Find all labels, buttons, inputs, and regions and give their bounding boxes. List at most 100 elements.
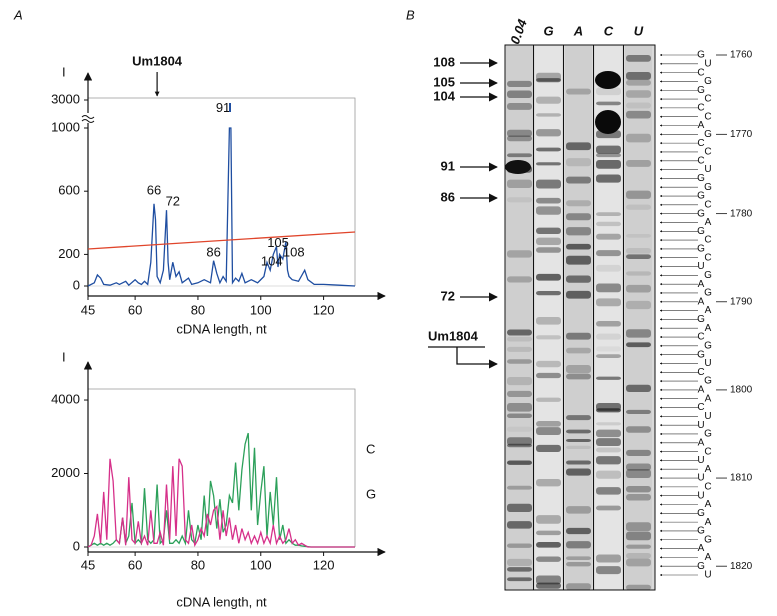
gel-band (507, 346, 532, 352)
gel-band (507, 103, 532, 110)
gel-band (566, 347, 591, 354)
gel-band (566, 290, 591, 299)
gel-band (507, 443, 532, 448)
gel-band (507, 129, 532, 137)
gel-band (536, 273, 561, 281)
gel-band (626, 133, 651, 143)
gel-band (566, 438, 591, 442)
gel-band (566, 255, 591, 265)
seq-base: G (704, 340, 712, 351)
gel-band (596, 376, 621, 380)
gel-band (626, 79, 651, 86)
lane-label: 0.04 (507, 16, 530, 46)
y-tick-label: 200 (58, 246, 80, 261)
gel-band (626, 485, 651, 493)
gel-band (507, 437, 532, 446)
panel-label: B (406, 7, 415, 22)
gel-band (626, 531, 651, 541)
seq-base: C (697, 138, 704, 149)
seq-base: A (698, 543, 705, 554)
gel-band (626, 90, 651, 98)
peak-label: 86 (206, 244, 220, 259)
gel-band (626, 110, 651, 119)
seq-base: G (704, 76, 712, 87)
seq-base: C (704, 147, 711, 158)
lane-label: A (573, 23, 583, 38)
peak-label: 72 (166, 194, 180, 209)
gel-band (507, 390, 532, 397)
gel-band (596, 470, 621, 479)
y-tick-label: 2000 (51, 465, 80, 480)
gel-band (626, 494, 651, 501)
gel-band (566, 88, 591, 95)
seq-base: C (697, 67, 704, 78)
gel-band (536, 530, 561, 536)
gel-band (566, 468, 591, 476)
seq-base: G (697, 191, 705, 202)
gel-band (536, 360, 561, 368)
x-axis-label: cDNA length, nt (176, 321, 267, 336)
seq-base: A (705, 464, 712, 475)
gel-band (626, 329, 651, 338)
seq-base: A (705, 517, 712, 528)
gel-band (626, 426, 651, 433)
gel-band (536, 96, 561, 104)
gel-band (566, 275, 591, 283)
peak-label: 104 (261, 254, 283, 269)
site-label: Um1804 (428, 328, 479, 343)
position-label: 1780 (730, 208, 753, 219)
seq-base: A (698, 437, 705, 448)
marker-label: 104 (433, 88, 455, 103)
seq-base: U (697, 455, 704, 466)
gel-band (626, 522, 651, 532)
gel-band (566, 583, 591, 591)
gel-band (507, 485, 532, 490)
position-label: 1770 (730, 129, 753, 140)
gel-band (596, 221, 621, 227)
gel-bands (505, 45, 652, 591)
gel-band (596, 320, 621, 327)
seq-base: C (697, 367, 704, 378)
gel-band (626, 300, 651, 310)
gel-band (626, 469, 651, 479)
gel-band (505, 160, 531, 174)
y-tick-label: 4000 (51, 391, 80, 406)
gel-band (626, 254, 651, 259)
seq-base: G (704, 376, 712, 387)
gel-band (626, 190, 651, 199)
seq-base: G (697, 226, 705, 237)
peak-label: 108 (283, 244, 305, 259)
seq-base: U (697, 420, 704, 431)
gel-band (626, 584, 651, 591)
gel-band (596, 554, 621, 563)
seq-base: G (697, 508, 705, 519)
x-tick-label: 80 (191, 557, 205, 572)
gel-band (596, 250, 621, 257)
peak-label: 91 (216, 100, 230, 115)
gel-band (595, 110, 621, 134)
peak-label: 66 (147, 183, 161, 198)
seq-base: G (697, 314, 705, 325)
gel-band (596, 438, 621, 446)
gel-band (536, 147, 561, 152)
gel-lane (506, 46, 533, 589)
lane-label: C (604, 23, 614, 38)
seq-base: G (704, 429, 712, 440)
gel-band (507, 521, 532, 529)
gel-band (626, 271, 651, 276)
x-tick-label: 45 (81, 557, 95, 572)
seq-base: G (697, 526, 705, 537)
gel-band (596, 298, 621, 307)
gel-band (536, 421, 561, 427)
plot-frame (88, 97, 356, 286)
peak-label: 105 (267, 235, 289, 250)
gel-band (566, 445, 591, 449)
gel-band (596, 346, 621, 352)
seq-base: G (704, 534, 712, 545)
legend-entry: G (366, 486, 376, 501)
x-tick-label: 60 (128, 302, 142, 317)
seq-base: U (697, 490, 704, 501)
seq-base: A (698, 279, 705, 290)
seq-base: A (698, 296, 705, 307)
